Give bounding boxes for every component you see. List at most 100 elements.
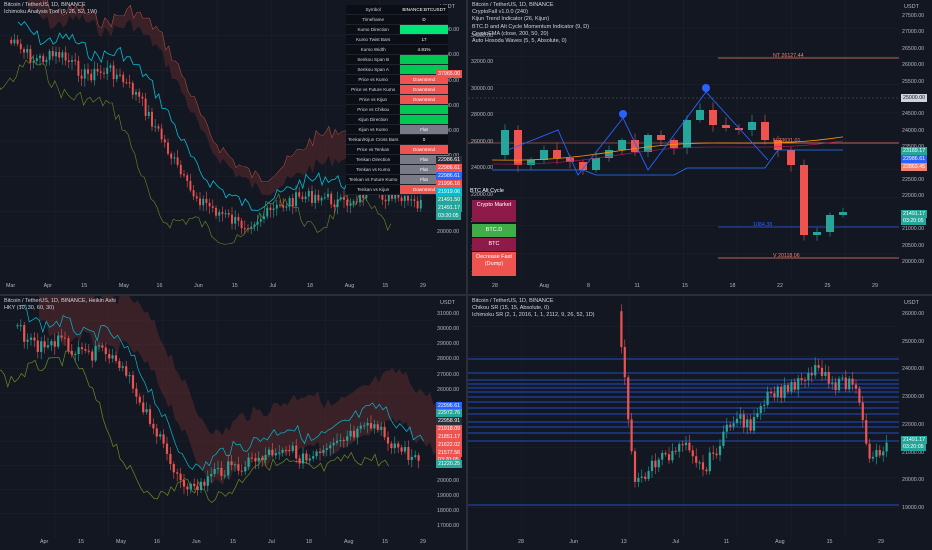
br-candle (810, 373, 813, 376)
tl-legend: Bitcoin / TetherUS, 1D, BINANCE Ichimoku… (4, 2, 97, 16)
bl-candle (373, 424, 376, 429)
y-tick-label: 36000.00 (437, 27, 460, 33)
br-time-axis[interactable]: 28 Jun 13 Jul 11 Aug 15 29 (468, 538, 899, 548)
br-candle (671, 450, 674, 461)
tl-candle (346, 199, 349, 206)
tl-candle (147, 111, 150, 116)
tr-indicator-ema[interactable]: CryptoEMA (close, 200, 50, 20) (472, 30, 549, 37)
tr-indicator-kijun[interactable]: Kijun Trend Indicator (26, Kijun) (472, 16, 550, 23)
tl-candle (263, 216, 265, 219)
bl-candle (220, 467, 223, 476)
pane-top-right[interactable]: Bitcoin / TetherUS, 1D, BINANCE CryptoFa… (468, 0, 932, 294)
x-tick-label: 29 (420, 283, 426, 289)
tl-candle (403, 195, 406, 202)
tl-candle (157, 126, 160, 129)
br-chart-canvas[interactable] (468, 296, 932, 550)
br-indicator-ichimoku-sr[interactable]: Ichimoku SR (2, 1, 2016, 1, 1, 2112, 9, … (472, 312, 595, 319)
br-candle (844, 377, 847, 390)
y-tick-label: 22000.00 (471, 191, 494, 198)
analysis-row-value: BINANCE:BTCUSDT (400, 5, 448, 15)
bl-candle (172, 463, 175, 473)
tl-chart-canvas[interactable] (0, 0, 466, 294)
bl-legend: Bitcoin / TetherUS, 1D, BINANCE, Heikin … (4, 298, 116, 312)
tl-candle (42, 55, 45, 63)
br-price-axis[interactable]: 26000.00 25000.00 24000.00 23000.00 22000.00… (899, 296, 931, 538)
pane-bottom-left[interactable]: Bitcoin / TetherUS, 1D, BINANCE, Heikin … (0, 296, 466, 550)
analysis-row: Price vs Kijun Downtrend (346, 94, 448, 105)
y-tick-label: 22000.00 (902, 193, 925, 200)
tl-candle (192, 190, 195, 197)
tr-symbol-title[interactable]: Bitcoin / TetherUS, 1D, BINANCE (472, 2, 554, 8)
y-tick-label: 20000.00 (902, 477, 925, 484)
tr-time-axis[interactable]: 28 Aug 8 11 15 18 22 25 29 (468, 282, 899, 292)
pane-divider-vertical[interactable] (466, 0, 468, 550)
bl-candle (359, 425, 362, 429)
analysis-row-value (400, 24, 448, 35)
tl-indicator-title[interactable]: Ichimoku Analysis Tool (9, 26, 52, 1W) (4, 9, 98, 16)
br-symbol-title[interactable]: Bitcoin / TetherUS, 1D, BINANCE (472, 298, 554, 304)
tl-candle (339, 197, 342, 200)
tr-candle (605, 150, 613, 158)
bl-time-axis[interactable]: Apr 15 May 16 Jun 15 Jul 18 Aug 15 29 (0, 538, 434, 548)
tl-candle (407, 195, 409, 201)
x-tick-label: Mar (6, 283, 16, 289)
tl-candle (247, 228, 249, 230)
bl-candle (80, 347, 84, 350)
tl-candle (288, 198, 291, 207)
bl-candle (155, 428, 158, 437)
analysis-row: Price vs Tenkan Downtrend (346, 144, 448, 155)
tr-indicator-btcd[interactable]: BTC.D and Alt Cycle Momentum Indicator (… (472, 23, 590, 30)
bl-candle (390, 443, 393, 449)
bl-symbol-title[interactable]: Bitcoin / TetherUS, 1D, BINANCE, Heikin … (4, 298, 116, 304)
tr-price-axis[interactable]: 27500.00 27000.00 26500.00 26000.00 25500.00… (899, 0, 931, 282)
tr-candle (774, 140, 782, 150)
price-tag: 03:20:05 (901, 443, 926, 451)
br-candle (678, 444, 681, 452)
chikou-line (0, 55, 392, 245)
br-candle (742, 414, 745, 428)
tl-candle (179, 164, 182, 175)
tr-candle (631, 140, 639, 152)
bl-candle (380, 426, 383, 430)
pane-top-left[interactable]: Bitcoin / TetherUS, 1D, BINANCE Ichimoku… (0, 0, 466, 294)
bl-indicator-hky[interactable]: HKY (10, 30, 60, 30) (4, 305, 55, 312)
tl-candle (35, 58, 38, 62)
analysis-row-value: Flat (400, 124, 448, 135)
tr-indicator-hosoda[interactable]: Auto Hosoda Waves (5, 5, Absolute, 0) (472, 38, 567, 45)
tl-candle (387, 192, 390, 202)
analysis-row-value: 0 (400, 134, 448, 145)
alt-cycle-label: BTC Alt Cycle (470, 188, 504, 194)
x-tick-label: Aug (344, 283, 355, 289)
x-tick-label: 15 (230, 539, 236, 545)
x-tick-label: 16 (156, 283, 163, 289)
br-candle (786, 385, 790, 392)
pane-bottom-right[interactable]: Bitcoin / TetherUS, 1D, BINANCE Chikou S… (468, 296, 932, 550)
price-tag: 03:20:05 (901, 217, 926, 225)
tl-candle (285, 206, 288, 208)
bl-candle (312, 456, 315, 459)
bl-candle (322, 449, 325, 453)
tr-candle (527, 160, 535, 165)
tl-symbol-title[interactable]: Bitcoin / TetherUS, 1D, BINANCE (4, 2, 86, 8)
tl-time-axis[interactable]: Mar Apr 15 May 16 Jun 15 Jul 18 Aug 15 29 (0, 282, 434, 292)
br-candle (841, 377, 844, 379)
x-tick-label: 29 (872, 283, 878, 289)
br-candle (739, 414, 742, 419)
br-indicator-chikou[interactable]: Chikou SR (15, 15, Absolute, 0) (472, 305, 550, 312)
btc-label: BTC (472, 238, 516, 251)
pane-divider-horizontal[interactable] (0, 294, 932, 296)
bl-candle (247, 457, 250, 467)
bl-candle (138, 396, 141, 403)
br-candle (807, 373, 810, 381)
analysis-row: Kumo Twist Bars 17 (346, 34, 448, 45)
bl-chart-canvas[interactable] (0, 296, 466, 550)
tl-candle (103, 72, 105, 74)
tr-chart-canvas[interactable] (468, 0, 932, 294)
tr-indicator-cryptofall[interactable]: CryptoFall v1.0.0 (240) (472, 9, 528, 16)
bl-candle (227, 461, 230, 476)
br-candle (878, 449, 881, 456)
bl-candle (369, 423, 373, 429)
decrease-fast-label: Decrease Fast (Dump) (472, 252, 516, 276)
y-tick-label: 29000.00 (437, 341, 460, 348)
tl-candle (112, 65, 115, 80)
